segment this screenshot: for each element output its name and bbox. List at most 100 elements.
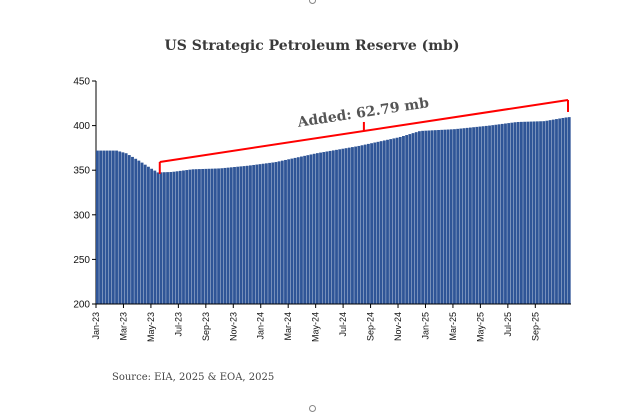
bar bbox=[427, 130, 431, 304]
bar bbox=[564, 117, 568, 304]
bar bbox=[249, 165, 252, 304]
bars bbox=[96, 117, 571, 305]
bar bbox=[280, 160, 284, 304]
bar bbox=[408, 134, 412, 304]
bar bbox=[468, 127, 472, 304]
bar bbox=[472, 127, 476, 304]
x-tick-label: Nov-24 bbox=[393, 312, 403, 341]
bar bbox=[239, 166, 243, 304]
bar bbox=[172, 171, 176, 304]
bar bbox=[433, 130, 437, 304]
bar bbox=[335, 149, 338, 304]
bar bbox=[255, 164, 259, 304]
bar bbox=[185, 170, 189, 304]
bar bbox=[137, 160, 141, 304]
bar bbox=[277, 161, 281, 304]
x-axis: Jan-23 Mar-23 May-23 Jul-23 Sep-23 Nov-23 Jan-… bbox=[91, 303, 571, 342]
x-tick-label: Sep-23 bbox=[201, 312, 211, 341]
bar bbox=[229, 167, 233, 304]
y-tick-label: 450 bbox=[73, 77, 90, 88]
x-tick-label: Sep-24 bbox=[366, 312, 376, 341]
bar bbox=[169, 172, 173, 304]
bar bbox=[398, 136, 402, 304]
bar bbox=[325, 151, 329, 304]
bar bbox=[261, 163, 265, 304]
bar bbox=[360, 145, 364, 304]
bar bbox=[405, 135, 409, 304]
y-tick-label: 200 bbox=[73, 300, 90, 311]
bar bbox=[529, 121, 533, 304]
bar bbox=[351, 147, 354, 304]
bar bbox=[118, 151, 122, 304]
bar bbox=[414, 132, 418, 304]
bar bbox=[121, 152, 125, 304]
y-axis: 200 250 300 350 400 450 bbox=[73, 77, 97, 311]
bar bbox=[233, 167, 236, 304]
bar bbox=[242, 166, 246, 304]
bar bbox=[424, 130, 428, 304]
bar bbox=[437, 130, 440, 304]
bar bbox=[108, 150, 112, 304]
bar bbox=[558, 118, 562, 305]
x-tick-label: Jan-25 bbox=[420, 312, 430, 340]
bar bbox=[182, 170, 185, 304]
bar bbox=[478, 126, 482, 304]
bar bbox=[147, 166, 150, 304]
bar bbox=[143, 164, 147, 304]
bar bbox=[210, 168, 214, 304]
bar bbox=[417, 131, 421, 304]
bar bbox=[274, 162, 278, 304]
bar bbox=[555, 119, 558, 304]
bar bbox=[567, 117, 571, 304]
bar bbox=[500, 123, 504, 304]
bar bbox=[443, 129, 447, 304]
bar bbox=[548, 120, 552, 304]
bar bbox=[551, 119, 555, 305]
bar bbox=[366, 143, 370, 304]
bar bbox=[449, 129, 453, 304]
x-tick-label: May-25 bbox=[475, 312, 485, 342]
bar bbox=[392, 138, 396, 304]
x-tick-label: Jul-23 bbox=[173, 312, 183, 337]
y-tick-label: 400 bbox=[73, 121, 90, 132]
bar bbox=[516, 121, 520, 305]
bar bbox=[252, 164, 256, 304]
bar bbox=[347, 147, 351, 304]
bar bbox=[153, 170, 157, 304]
bar bbox=[421, 130, 425, 304]
bar bbox=[395, 137, 399, 304]
bar bbox=[194, 169, 198, 304]
bar bbox=[475, 126, 479, 304]
bar bbox=[223, 167, 227, 304]
x-tick-label: Jul-24 bbox=[338, 312, 348, 337]
bar bbox=[287, 159, 291, 304]
bar bbox=[411, 133, 415, 304]
bar bbox=[462, 128, 466, 304]
x-tick-label: Sep-25 bbox=[530, 312, 540, 341]
bar bbox=[354, 146, 358, 304]
bar bbox=[220, 168, 224, 304]
bar bbox=[245, 165, 249, 304]
bar bbox=[178, 170, 182, 304]
x-tick-label: Mar-24 bbox=[283, 312, 293, 341]
x-tick-label: Jan-24 bbox=[256, 312, 266, 340]
bar bbox=[491, 125, 495, 305]
bar bbox=[191, 169, 195, 304]
x-tick-label: Mar-25 bbox=[448, 312, 458, 341]
bar bbox=[526, 121, 530, 305]
bar bbox=[134, 158, 138, 304]
bar bbox=[373, 142, 377, 304]
bar bbox=[344, 148, 348, 304]
bar bbox=[338, 149, 342, 304]
bar bbox=[264, 163, 268, 304]
bar bbox=[150, 168, 154, 304]
bar bbox=[331, 150, 335, 304]
bar bbox=[293, 157, 297, 304]
bar bbox=[201, 168, 205, 304]
bar bbox=[465, 127, 469, 304]
bar bbox=[532, 121, 536, 304]
bar bbox=[204, 168, 208, 304]
bar bbox=[96, 150, 99, 304]
bar bbox=[236, 166, 240, 304]
